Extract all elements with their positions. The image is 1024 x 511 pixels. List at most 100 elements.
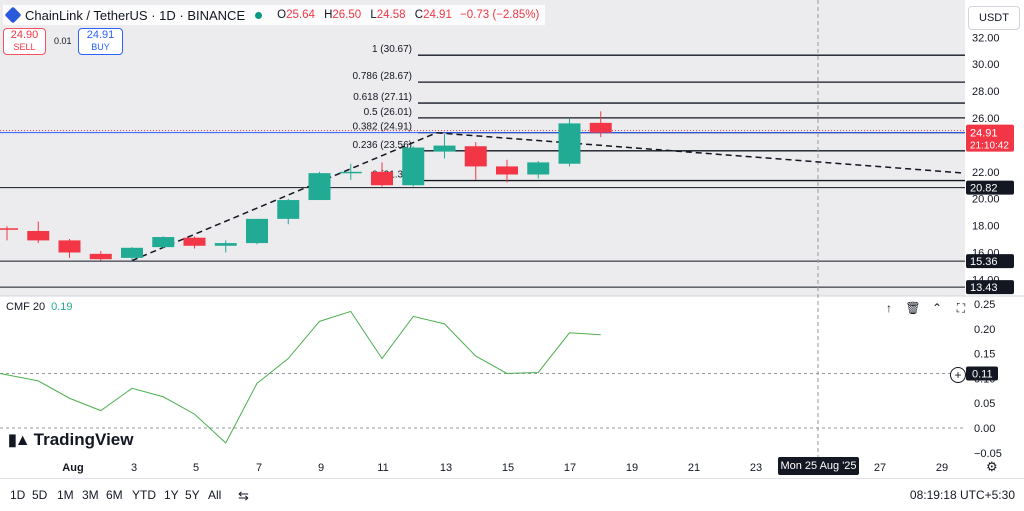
time-axis-tick: 23 (750, 462, 762, 474)
candle-body (464, 146, 487, 167)
countdown-tag: 21:10:42 (970, 141, 1009, 152)
candle-body (121, 247, 143, 258)
close-value: 24.91 (423, 9, 452, 21)
time-axis-tick: Aug (62, 462, 83, 474)
candle-body (402, 147, 425, 186)
cmf-axis-tick: 0.15 (974, 349, 995, 361)
level-upper-tag-bg (966, 180, 1014, 195)
candle-body (214, 243, 237, 246)
range-1d[interactable]: 1D (10, 488, 26, 502)
fib-level-label: 0.382 (24.91) (353, 122, 413, 133)
buy-button[interactable]: 24.91 BUY (78, 28, 123, 55)
date-range-icon[interactable]: ⇆ (238, 488, 249, 503)
price-axis-tick: 22.00 (972, 167, 1000, 179)
currency-button[interactable]: USDT (968, 6, 1020, 30)
last-price-tag: 24.91 (970, 128, 998, 140)
buy-label: BUY (91, 42, 110, 52)
ohlc-values: O25.64 H26.50 L24.58 C24.91 −0.73 (−2.85… (277, 9, 540, 21)
candle-body (89, 253, 112, 260)
time-axis-tick: 29 (936, 462, 948, 474)
sell-price: 24.90 (10, 29, 39, 41)
cmf-axis-tick: −0.05 (974, 448, 1002, 460)
candle-body (371, 171, 393, 186)
range-3m[interactable]: 3M (82, 488, 99, 502)
range-5d[interactable]: 5D (32, 488, 48, 502)
pane-toolbar: ↑ 🗑 ⌃ ⛶ (880, 299, 970, 317)
sell-button[interactable]: 24.90 SELL (3, 28, 46, 55)
time-axis-tick: 13 (440, 462, 452, 474)
clock-display[interactable]: 08:19:18 UTC+5:30 (909, 488, 1015, 502)
collapse-icon[interactable]: ⌃ (931, 301, 943, 315)
time-axis-tick: 27 (874, 462, 886, 474)
level-upper-tag: 20.82 (970, 183, 998, 195)
candle-body (277, 200, 300, 219)
cmf-axis-tick: 0.25 (974, 299, 995, 311)
sell-label: SELL (13, 42, 36, 52)
tradingview-mark-icon: ▮▲ (8, 432, 31, 449)
candle-body (0, 228, 18, 230)
spread-value: 0.01 (54, 36, 72, 46)
time-axis-tick: 11 (377, 462, 388, 474)
level-mid-tag: 15.36 (970, 256, 998, 268)
price-axis-tick: 26.00 (972, 113, 1000, 125)
symbol-legend: ChainLink / TetherUS · 1D · BINANCE O25.… (3, 5, 546, 25)
time-axis-tick: 3 (131, 462, 137, 474)
last-price-tag-bg (966, 124, 1014, 152)
settings-gear-icon[interactable]: ⚙ (986, 459, 998, 474)
fib-level-label: 0.236 (23.56) (353, 140, 413, 151)
candle-body (589, 122, 612, 133)
price-axis-tick: 18.00 (972, 221, 1000, 233)
range-5y[interactable]: 5Y (185, 488, 200, 502)
range-1m[interactable]: 1M (57, 488, 74, 502)
cmf-legend: CMF 20 0.19 (6, 301, 73, 313)
candle-body (308, 173, 331, 201)
range-all[interactable]: All (208, 488, 222, 502)
time-axis-tick: 7 (256, 462, 262, 474)
cmf-current-tag: 0.11 (972, 368, 993, 380)
buy-price: 24.91 (86, 29, 115, 41)
cmf-value: 0.19 (51, 301, 73, 313)
arrow-up-icon[interactable]: ↑ (886, 301, 892, 315)
range-6m[interactable]: 6M (106, 488, 123, 502)
cmf-line (0, 310, 601, 444)
trash-icon[interactable]: 🗑 (905, 301, 921, 315)
tradingview-logo: ▮▲ TradingView (8, 430, 134, 449)
candle-body (433, 145, 456, 152)
maximize-icon[interactable]: ⛶ (956, 301, 966, 315)
cmf-axis-tick: 0.00 (974, 423, 995, 435)
crosshair-date-tag: Mon 25 Aug '25 (778, 457, 859, 475)
range-ytd[interactable]: YTD (132, 488, 156, 502)
time-axis-tick: 5 (193, 462, 199, 474)
symbol-title[interactable]: ChainLink / TetherUS · 1D · BINANCE (25, 7, 246, 23)
candle-body (527, 162, 550, 175)
market-status-dot-icon (255, 11, 263, 19)
chainlink-logo-icon (4, 6, 22, 24)
low-value: 24.58 (376, 9, 406, 21)
candle-body (27, 230, 50, 241)
cmf-axis-tick: 0.20 (974, 324, 995, 336)
time-axis-tick: 19 (626, 462, 638, 474)
time-axis-tick: 9 (318, 462, 324, 474)
time-axis-tick: 17 (564, 462, 576, 474)
candle-body (339, 171, 362, 174)
plus-icon[interactable]: + (950, 367, 966, 383)
trend-line-up (131, 132, 437, 262)
time-axis-tick: 21 (688, 462, 700, 474)
open-value: 25.64 (286, 9, 315, 21)
fib-level-label: 1 (30.67) (372, 44, 412, 55)
cmf-axis-tick: 0.05 (974, 398, 995, 410)
range-1y[interactable]: 1Y (164, 488, 179, 502)
bottom-toolbar: 1D 5D 1M 3M 6M YTD 1Y 5Y All ⇆ 08:19:18 … (0, 478, 1024, 511)
fib-level-label: 0.786 (28.67) (353, 71, 413, 82)
cmf-name: CMF 20 (6, 301, 46, 313)
time-axis-tick: 15 (502, 462, 514, 474)
price-axis-tick: 30.00 (972, 59, 1000, 71)
cmf-current-tag-bg (966, 366, 998, 381)
high-value: 26.50 (332, 9, 362, 21)
price-axis-tick: 32.00 (972, 32, 1000, 44)
change-value: −0.73 (−2.85%) (460, 9, 540, 21)
level-low-tag: 13.43 (970, 282, 998, 294)
price-axis-tick: 20.00 (972, 194, 1000, 206)
candle-body (558, 123, 581, 164)
